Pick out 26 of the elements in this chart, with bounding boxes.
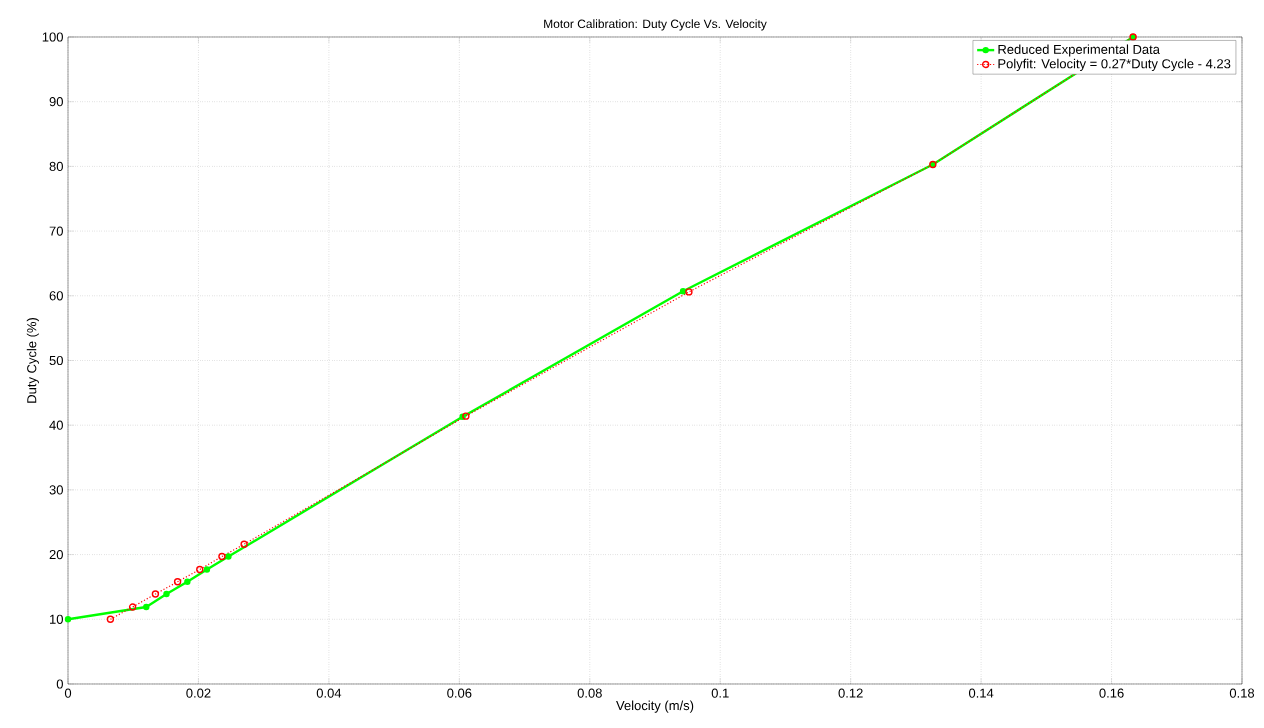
x-tick-label: 0.14 [968, 688, 994, 698]
y-tick-label: 100 [42, 32, 63, 42]
x-tick-label: 0.16 [1099, 688, 1124, 698]
legend-label: Reduced Experimental Data [998, 44, 1160, 57]
y-tick-label: 60 [49, 291, 63, 301]
y-tick-label: 70 [49, 226, 63, 236]
legend-label: Polyfit: Velocity = 0.27*Duty Cycle - 4.23 [998, 58, 1231, 71]
x-tick-label: 0.18 [1229, 688, 1255, 698]
y-axis-title: Duty Cycle (%) [26, 317, 39, 403]
x-tick-label: 0.1 [711, 688, 729, 698]
x-tick-label: 0.12 [838, 688, 863, 698]
x-tick-label: 0.02 [186, 688, 211, 698]
y-tick-label: 0 [56, 679, 63, 689]
x-tick-label: 0.06 [447, 688, 472, 698]
y-tick-label: 90 [49, 97, 63, 107]
y-tick-label: 50 [49, 355, 63, 366]
x-tick-label: 0.08 [577, 688, 602, 698]
x-tick-label: 0.04 [316, 688, 342, 698]
y-tick-label: 30 [49, 485, 63, 495]
chart-title: Motor Calibration: Duty Cycle Vs. Velocity [544, 19, 767, 31]
y-tick-label: 40 [49, 420, 63, 430]
x-tick-label: 0 [64, 688, 72, 698]
y-tick-label: 80 [49, 161, 63, 171]
x-axis-title: Velocity (m/s) [616, 700, 694, 713]
y-tick-label: 20 [49, 549, 63, 560]
y-tick-label: 10 [50, 614, 63, 624]
